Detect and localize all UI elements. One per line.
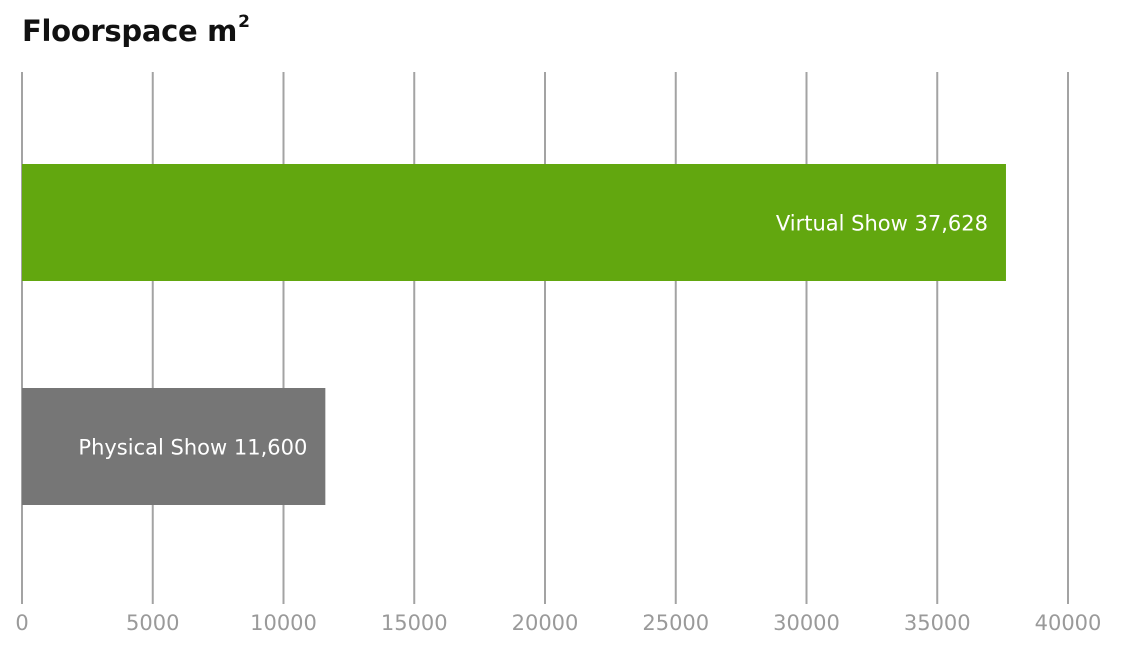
- x-tick-label-35000: 35000: [904, 611, 971, 635]
- bars: Virtual Show 37,628 Physical Show 11,600: [22, 164, 1006, 505]
- x-tick-label-15000: 15000: [381, 611, 448, 635]
- chart-title-superscript: 2: [238, 12, 250, 32]
- grid-lines: [21, 72, 1069, 604]
- x-axis-ticks: 0 5000 10000 15000 20000 25000 30000 35000 40000: [15, 611, 1101, 635]
- bar-physical-show: [22, 388, 326, 505]
- bar-label-physical-show: Physical Show 11,600: [78, 436, 307, 460]
- x-tick-label-5000: 5000: [126, 611, 179, 635]
- bar-label-virtual-show: Virtual Show 37,628: [776, 212, 988, 236]
- x-tick-label-10000: 10000: [250, 611, 317, 635]
- chart-title: Floorspace m2: [22, 12, 250, 48]
- chart-title-text: Floorspace m: [22, 14, 238, 48]
- x-tick-label-20000: 20000: [512, 611, 579, 635]
- bar-virtual-show: [22, 164, 1006, 281]
- x-tick-label-25000: 25000: [642, 611, 709, 635]
- x-tick-label-30000: 30000: [773, 611, 840, 635]
- x-tick-label-0: 0: [15, 611, 28, 635]
- x-tick-label-40000: 40000: [1035, 611, 1102, 635]
